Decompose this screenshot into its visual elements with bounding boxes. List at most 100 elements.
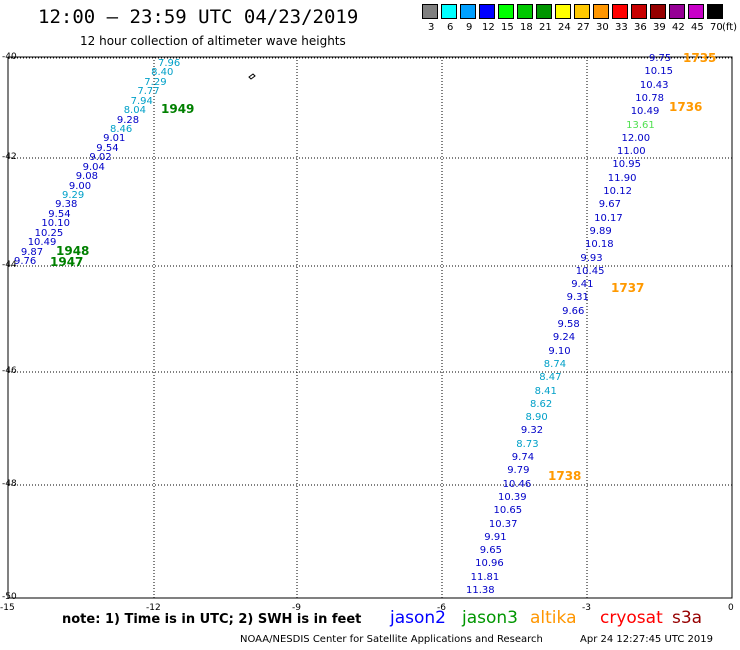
wave-height-label: 9.65 — [479, 545, 502, 557]
satellite-name: cryosat — [600, 608, 663, 628]
legend-label: 18 — [520, 22, 533, 33]
wave-height-label: 8.62 — [530, 398, 553, 410]
wave-height-label: 9.79 — [507, 465, 530, 477]
page-subtitle: 12 hour collection of altimeter wave hei… — [80, 34, 346, 48]
wave-height-label: 8.04 — [123, 105, 146, 117]
pass-time-label: 1738 — [548, 469, 582, 483]
wave-height-label: 7.29 — [144, 76, 167, 88]
footer-note: note: 1) Time is in UTC; 2) SWH is in fe… — [62, 612, 362, 627]
legend-label: 3 — [428, 22, 435, 33]
legend-label: 9 — [466, 22, 473, 33]
legend-label: 27 — [577, 22, 590, 33]
wave-height-label: 10.49 — [630, 106, 660, 118]
legend-swatch — [707, 4, 723, 19]
wave-height-label: 9.74 — [511, 452, 535, 463]
legend-label: 6 — [447, 22, 454, 33]
wave-height-label: 10.46 — [502, 478, 532, 490]
wave-height-label: 9.76 — [14, 256, 37, 267]
legend-unit: (ft) — [722, 22, 738, 33]
wave-height-label: 11.90 — [607, 172, 637, 184]
island-outline — [248, 73, 256, 80]
wave-height-label: 10.45 — [575, 265, 605, 277]
satellite-name: jason2 — [390, 608, 446, 628]
legend-swatch — [593, 4, 609, 19]
legend-swatch — [479, 4, 495, 19]
wave-height-label: 11.81 — [470, 571, 500, 583]
wave-height-label: 9.54 — [48, 208, 71, 220]
wave-height-label: 9.31 — [566, 292, 589, 304]
lat-label: -42 — [2, 152, 17, 162]
lon-label: -9 — [292, 603, 301, 613]
wave-height-label: 10.43 — [639, 79, 669, 91]
lat-label: -40 — [2, 52, 17, 62]
wave-height-label: 8.40 — [151, 67, 174, 79]
legend-swatch — [536, 4, 552, 19]
pass-time-label: 1949 — [161, 102, 195, 116]
satellite-name: altika — [530, 608, 577, 628]
legend-swatch — [631, 4, 647, 19]
legend-label: 45 — [691, 22, 704, 33]
page-title: 12:00 – 23:59 UTC 04/23/2019 — [38, 6, 359, 28]
lat-label: -44 — [2, 260, 17, 270]
grid-lines — [8, 57, 732, 598]
pass-time-label: 1948 — [56, 244, 90, 258]
pass-time-label: 1735 — [683, 51, 717, 65]
wave-height-label: 9.24 — [552, 332, 576, 344]
lat-label: -48 — [2, 479, 17, 489]
legend-label: 30 — [596, 22, 609, 33]
wave-height-label: 9.10 — [548, 345, 571, 357]
wave-height-label: 10.65 — [493, 505, 523, 517]
wave-height-label: 9.89 — [589, 225, 612, 237]
legend-label: 21 — [539, 22, 552, 33]
wave-height-label: 9.66 — [562, 305, 585, 317]
legend-label: 15 — [501, 22, 514, 33]
wave-height-label: 10.17 — [594, 212, 623, 224]
legend-swatch — [555, 4, 571, 19]
lon-label: -6 — [437, 603, 446, 613]
wave-height-label: 9.91 — [484, 531, 507, 543]
wave-height-label: 10.95 — [612, 159, 642, 171]
credit-line: NOAA/NESDIS Center for Satellite Applica… — [240, 634, 543, 645]
map-border — [7, 56, 733, 599]
legend-swatch — [688, 4, 704, 19]
lon-label: 0 — [728, 603, 734, 613]
legend-swatch — [460, 4, 476, 19]
wave-height-label: 9.38 — [55, 199, 78, 211]
wave-height-label: 9.28 — [116, 114, 140, 126]
wave-height-label: 9.02 — [89, 152, 112, 164]
legend-label: 70 — [710, 22, 723, 33]
wave-height-label: 10.96 — [475, 558, 504, 570]
legend-label: 12 — [482, 22, 495, 33]
pass-time-label: 1947 — [50, 255, 84, 269]
generated-timestamp: Apr 24 12:27:45 UTC 2019 — [580, 634, 713, 645]
wave-height-label: 8.46 — [110, 124, 133, 135]
wave-height-label: 9.32 — [520, 425, 544, 437]
wave-height-label: 9.54 — [96, 142, 119, 154]
wave-height-label: 7.96 — [158, 58, 181, 69]
wave-height-label: 8.47 — [539, 372, 562, 384]
wave-height-label: 10.10 — [41, 218, 71, 230]
wave-height-label: 9.93 — [580, 252, 603, 264]
wave-height-label: 9.41 — [571, 279, 594, 291]
wave-height-label: 10.18 — [585, 239, 614, 251]
lon-label: -3 — [582, 603, 591, 613]
wave-height-label: 9.00 — [68, 180, 92, 192]
wave-height-label: 9.01 — [103, 133, 126, 145]
wave-height-label: 11.38 — [466, 585, 495, 596]
wave-height-label: 7.94 — [130, 95, 153, 107]
lat-label: -50 — [2, 592, 17, 602]
wave-height-label: 7.77 — [137, 86, 160, 98]
legend-label: 24 — [558, 22, 571, 33]
wave-height-label: 10.49 — [27, 237, 57, 249]
wave-height-label: 9.87 — [20, 246, 44, 258]
legend-label: 39 — [653, 22, 666, 33]
wave-height-label: 10.12 — [603, 186, 632, 197]
wave-height-label: 8.74 — [543, 358, 567, 370]
legend-swatch — [422, 4, 438, 19]
lon-label: -12 — [146, 603, 161, 613]
wave-height-label: 9.29 — [62, 190, 85, 201]
lat-label: -46 — [2, 366, 17, 376]
lon-label: -15 — [0, 603, 15, 613]
legend-swatch — [498, 4, 514, 19]
wave-height-label: 9.58 — [557, 319, 580, 330]
